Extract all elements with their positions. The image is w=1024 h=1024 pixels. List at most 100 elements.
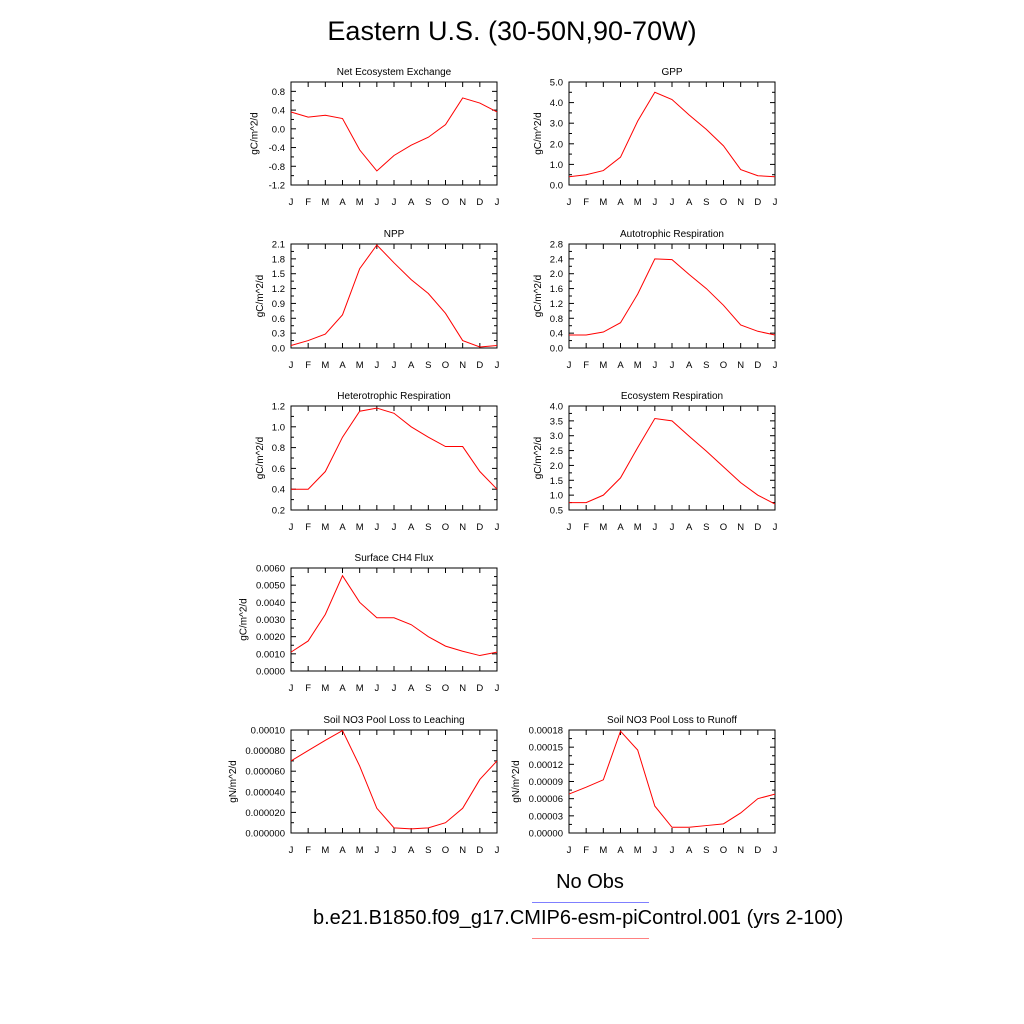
x-tick-label: N [737,197,744,208]
x-tick-label: J [567,360,572,371]
y-tick-label: 5.0 [550,78,563,89]
y-axis-label: gC/m^2/d [239,598,250,641]
x-tick-label: N [459,522,466,533]
legend-obs-line [532,902,649,903]
x-tick-label: A [408,360,415,371]
y-axis-label: gC/m^2/d [249,112,260,155]
plot-frame [290,243,498,349]
y-tick-label: 0.0 [272,344,285,355]
x-tick-label: A [408,845,415,856]
x-tick-label: M [599,845,607,856]
y-tick-label: 1.6 [550,284,563,295]
x-tick-label: F [305,360,311,371]
y-tick-label: 2.0 [550,461,563,472]
x-tick-label: J [392,845,397,856]
series-line [290,729,498,830]
plot-frame [290,405,498,511]
y-tick-label: 0.4 [272,106,285,117]
x-tick-label: A [408,522,415,533]
y-tick-label: 0.00018 [529,726,563,737]
x-tick-label: N [459,197,466,208]
x-tick-label: D [476,197,483,208]
x-tick-label: J [289,683,294,694]
x-tick-label: O [442,845,449,856]
x-tick-label: A [408,197,415,208]
x-tick-label: A [686,360,693,371]
x-tick-label: A [617,845,624,856]
x-tick-label: J [374,845,379,856]
y-tick-label: 0.00003 [529,811,563,822]
y-tick-label: 1.2 [550,299,563,310]
x-tick-label: J [567,522,572,533]
y-tick-label: 0.00006 [529,794,563,805]
x-tick-label: O [442,522,449,533]
page-title: Eastern U.S. (30-50N,90-70W) [327,16,697,46]
y-tick-label: -0.4 [269,143,285,154]
y-tick-label: 0.8 [550,314,563,325]
x-tick-label: S [703,522,709,533]
y-tick-label: 0.9 [272,299,285,310]
x-tick-label: M [599,360,607,371]
x-tick-label: J [652,360,657,371]
x-tick-label: S [425,683,431,694]
x-tick-label: M [321,360,329,371]
y-axis-label: gC/m^2/d [533,275,544,318]
x-tick-label: J [652,845,657,856]
x-tick-label: M [321,845,329,856]
y-tick-label: 0.0040 [256,598,285,609]
x-tick-label: F [305,522,311,533]
x-tick-label: N [459,845,466,856]
x-tick-label: D [476,522,483,533]
y-tick-label: 1.5 [272,269,285,280]
y-tick-label: 1.8 [272,254,285,265]
y-tick-label: 3.0 [550,431,563,442]
chart-title: Ecosystem Respiration [621,391,723,402]
y-tick-label: 0.5 [550,506,563,517]
series-line [568,730,776,828]
chart-title: Heterotrophic Respiration [337,391,450,402]
x-tick-label: A [339,197,346,208]
plot-frame [568,405,776,511]
y-tick-label: -0.8 [269,162,285,173]
y-tick-label: 2.5 [550,446,563,457]
x-tick-label: N [737,360,744,371]
y-tick-label: 0.000060 [245,767,285,778]
x-tick-label: J [289,360,294,371]
x-tick-label: M [599,197,607,208]
chart-title: Net Ecosystem Exchange [337,67,452,78]
y-tick-label: 0.00000 [529,829,563,840]
x-tick-label: N [737,522,744,533]
x-tick-label: N [459,360,466,371]
x-tick-label: J [374,197,379,208]
x-tick-label: J [289,522,294,533]
legend-case-line [532,938,649,939]
x-tick-label: S [703,845,709,856]
x-tick-label: D [476,360,483,371]
y-tick-label: 3.0 [550,119,563,130]
x-tick-label: M [356,522,364,533]
y-axis-label: gC/m^2/d [533,437,544,480]
x-tick-label: D [754,360,761,371]
x-tick-label: M [634,522,642,533]
y-tick-label: 2.4 [550,254,563,265]
x-tick-label: M [321,197,329,208]
x-tick-label: D [476,845,483,856]
y-tick-label: 1.0 [550,491,563,502]
x-tick-label: F [583,522,589,533]
y-tick-label: 1.0 [550,160,563,171]
series-line [291,407,498,490]
y-tick-label: 0.0000 [256,667,285,678]
x-tick-label: M [634,845,642,856]
x-tick-label: N [737,845,744,856]
y-tick-label: 2.8 [550,240,563,251]
x-tick-label: M [356,683,364,694]
x-tick-label: D [754,522,761,533]
x-tick-label: J [392,360,397,371]
chart-title: Soil NO3 Pool Loss to Runoff [607,715,737,726]
